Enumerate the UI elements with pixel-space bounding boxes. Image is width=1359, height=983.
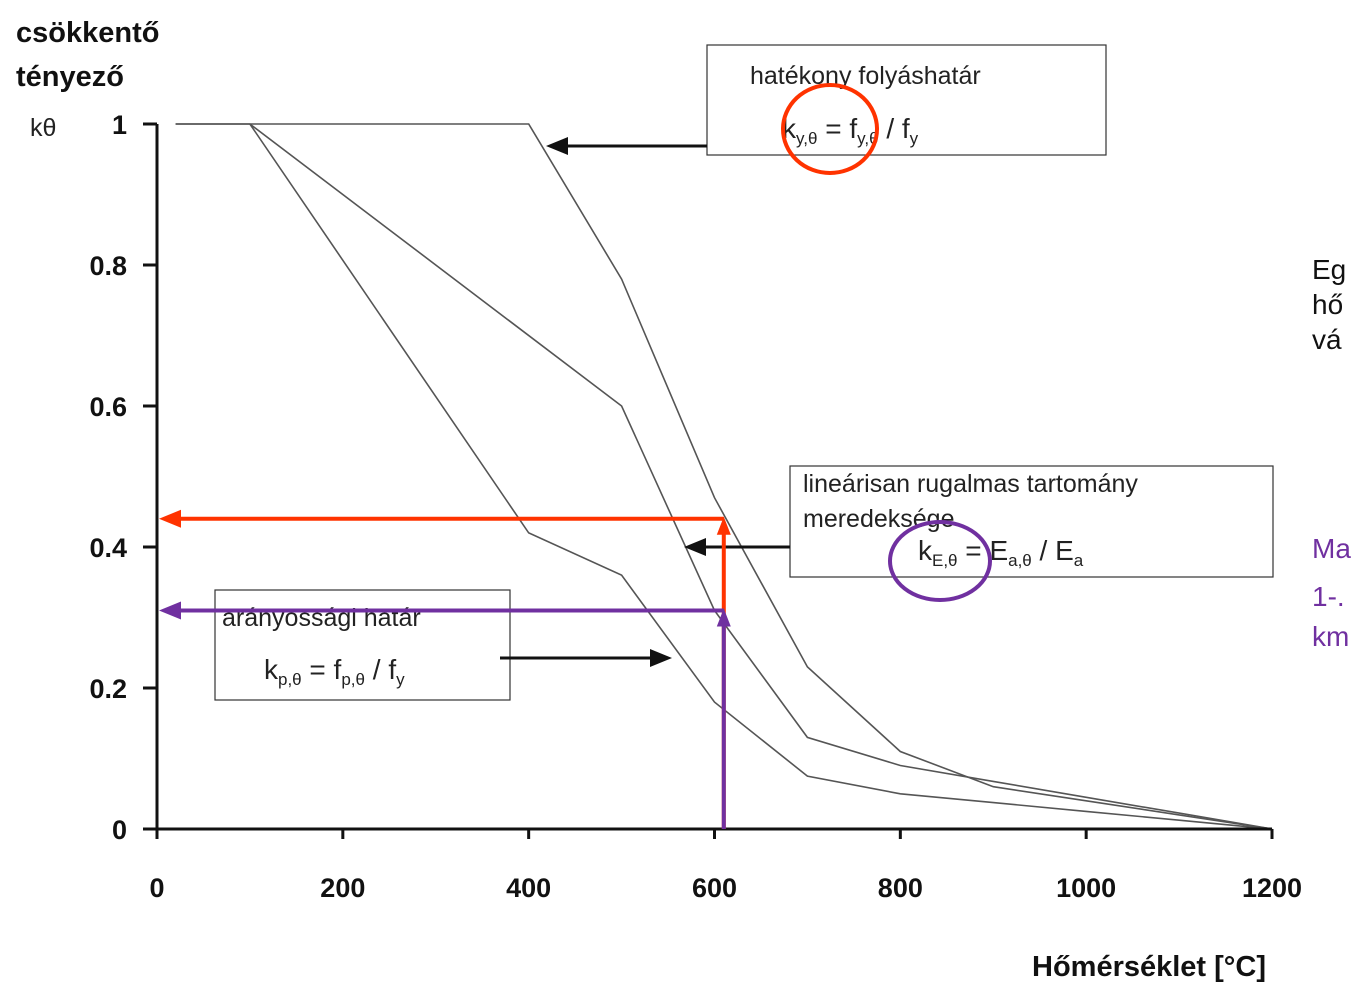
x-tick-label: 1200 — [1242, 873, 1302, 903]
y-tick-label: 0.8 — [89, 251, 127, 281]
purple-marker-left-arrowhead — [159, 601, 181, 620]
yield-annotation-formula: ky,θ = fy,θ / fy — [782, 113, 919, 148]
markers-layer — [159, 509, 731, 829]
series-line-kp — [249, 123, 1273, 830]
y-axis-title-line1: csökkentő — [16, 17, 159, 49]
curves-layer — [175, 123, 1273, 830]
elastic-annotation-label-line2: meredeksége — [803, 505, 954, 533]
side-text-black-2: hő — [1312, 289, 1343, 320]
side-text-purple-2: 1-. — [1312, 581, 1345, 612]
y-tick-label: 0.4 — [89, 533, 127, 563]
side-text-black-3: vá — [1312, 324, 1342, 355]
yield-annotation-box — [706, 44, 1107, 156]
x-axis-title: Hőmérséklet [°C] — [1032, 951, 1266, 983]
x-tick-label: 200 — [320, 873, 365, 903]
side-text-black-1: Eg — [1312, 254, 1346, 285]
proportional-pointer-arrowhead — [650, 649, 672, 667]
yield-highlight-circle — [781, 83, 879, 175]
elastic-highlight-circle — [888, 520, 992, 602]
elastic-annotation-label-line1: lineárisan rugalmas tartomány — [803, 470, 1138, 498]
x-tick-label: 600 — [692, 873, 737, 903]
yield-annotation-label: hatékony folyáshatár — [750, 62, 981, 90]
proportional-annotation-formula: kp,θ = fp,θ / fy — [264, 654, 405, 689]
series-line-ky — [175, 123, 1273, 830]
x-tick-label: 0 — [149, 873, 164, 903]
series-line-kE — [175, 123, 1273, 830]
side-text-purple-3: km — [1312, 621, 1349, 652]
axes-layer: 0 200 400 600 800 1000 1200 0 0.2 0.4 0.6 0.8 1 — [89, 110, 1302, 903]
proportional-annotation-box — [214, 589, 511, 701]
y-tick-label: 1 — [112, 110, 127, 140]
proportional-annotation-label: arányossági határ — [222, 604, 421, 632]
red-marker-left-arrowhead — [159, 509, 181, 528]
y-tick-label: 0.2 — [89, 674, 127, 704]
y-tick-label: 0 — [112, 815, 127, 845]
side-text-purple-1: Ma — [1312, 533, 1351, 564]
elastic-pointer-arrowhead — [684, 538, 706, 556]
y-tick-label: 0.6 — [89, 392, 127, 422]
x-tick-label: 400 — [506, 873, 551, 903]
y-axis-title-line2: tényező — [16, 61, 124, 93]
y-axis-symbol: kθ — [30, 114, 56, 142]
red-marker-up-arrowhead — [716, 516, 731, 535]
x-tick-label: 800 — [878, 873, 923, 903]
elastic-annotation-box — [789, 465, 1274, 578]
yield-pointer-arrowhead — [546, 137, 568, 155]
x-tick-label: 1000 — [1056, 873, 1116, 903]
elastic-annotation-formula: kE,θ = Ea,θ / Ea — [918, 535, 1084, 570]
purple-marker-up-arrowhead — [716, 608, 731, 627]
